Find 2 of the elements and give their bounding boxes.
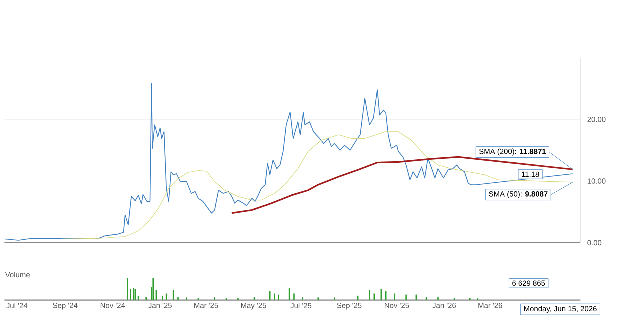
line-series [231, 156, 574, 214]
line-series [62, 132, 574, 240]
